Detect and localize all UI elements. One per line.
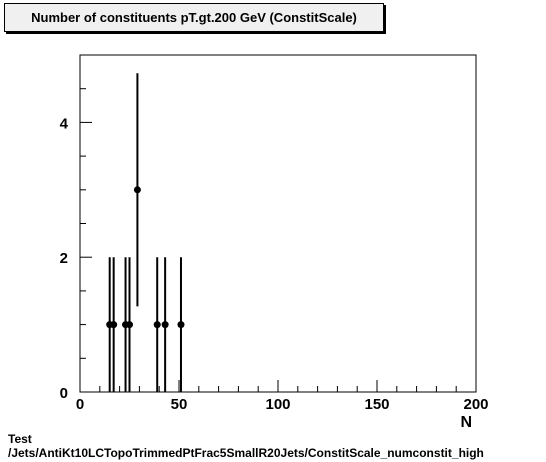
data-point <box>110 321 118 329</box>
data-point <box>177 321 185 329</box>
data-point <box>161 321 169 329</box>
data-point <box>133 186 141 194</box>
x-tick-label: 200 <box>463 396 488 413</box>
x-tick-label: 100 <box>265 396 290 413</box>
plot-frame <box>79 54 477 393</box>
chart-title: Number of constituents pT.gt.200 GeV (Co… <box>31 10 357 25</box>
x-tick-label: 0 <box>76 396 84 413</box>
data-point <box>126 321 133 329</box>
x-axis-label: N <box>460 414 472 431</box>
x-tick-label: 50 <box>171 396 188 413</box>
y-tick-label: 2 <box>60 250 68 267</box>
x-tick-label: 150 <box>364 396 389 413</box>
chart-title-box: Number of constituents pT.gt.200 GeV (Co… <box>4 3 384 32</box>
footer-label: Test <box>8 432 32 446</box>
y-tick-label: 4 <box>60 115 69 132</box>
data-point <box>153 321 161 329</box>
footer-path: /Jets/AntiKt10LCTopoTrimmedPtFrac5SmallR… <box>8 446 484 460</box>
y-tick-label: 0 <box>60 385 68 402</box>
